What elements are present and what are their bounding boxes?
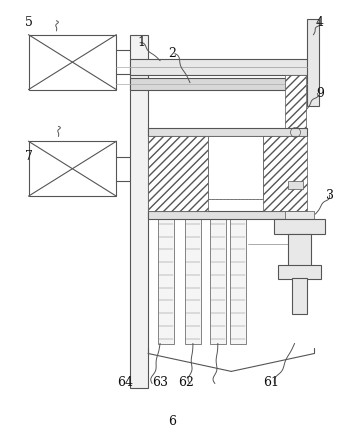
Bar (29, 35, 116, 90)
Bar (148, 136, 208, 211)
Bar (284, 75, 307, 184)
Bar (274, 219, 325, 234)
Text: 6: 6 (169, 416, 176, 428)
Text: 5: 5 (25, 16, 33, 28)
Bar (291, 278, 308, 313)
Bar (288, 181, 303, 189)
Text: 3: 3 (326, 189, 334, 202)
Bar (278, 265, 321, 279)
Bar (308, 19, 319, 107)
Bar (158, 219, 174, 344)
Text: 7: 7 (25, 150, 33, 163)
Bar (210, 219, 226, 344)
Bar (230, 219, 246, 344)
Text: 64: 64 (117, 376, 133, 388)
Text: 4: 4 (316, 16, 324, 28)
Bar (288, 234, 312, 266)
Bar (29, 141, 116, 196)
Text: 63: 63 (152, 376, 168, 388)
Bar (284, 211, 314, 219)
Bar (130, 78, 314, 90)
Text: 61: 61 (263, 376, 279, 388)
Text: 9: 9 (316, 87, 324, 100)
Bar (148, 211, 308, 219)
Bar (130, 59, 314, 75)
Bar (263, 136, 308, 211)
Bar (148, 128, 308, 136)
Bar (208, 136, 263, 199)
Text: 1: 1 (137, 36, 145, 48)
Text: 62: 62 (178, 376, 194, 388)
Bar (185, 219, 201, 344)
Text: 2: 2 (169, 47, 176, 59)
Bar (130, 35, 148, 388)
